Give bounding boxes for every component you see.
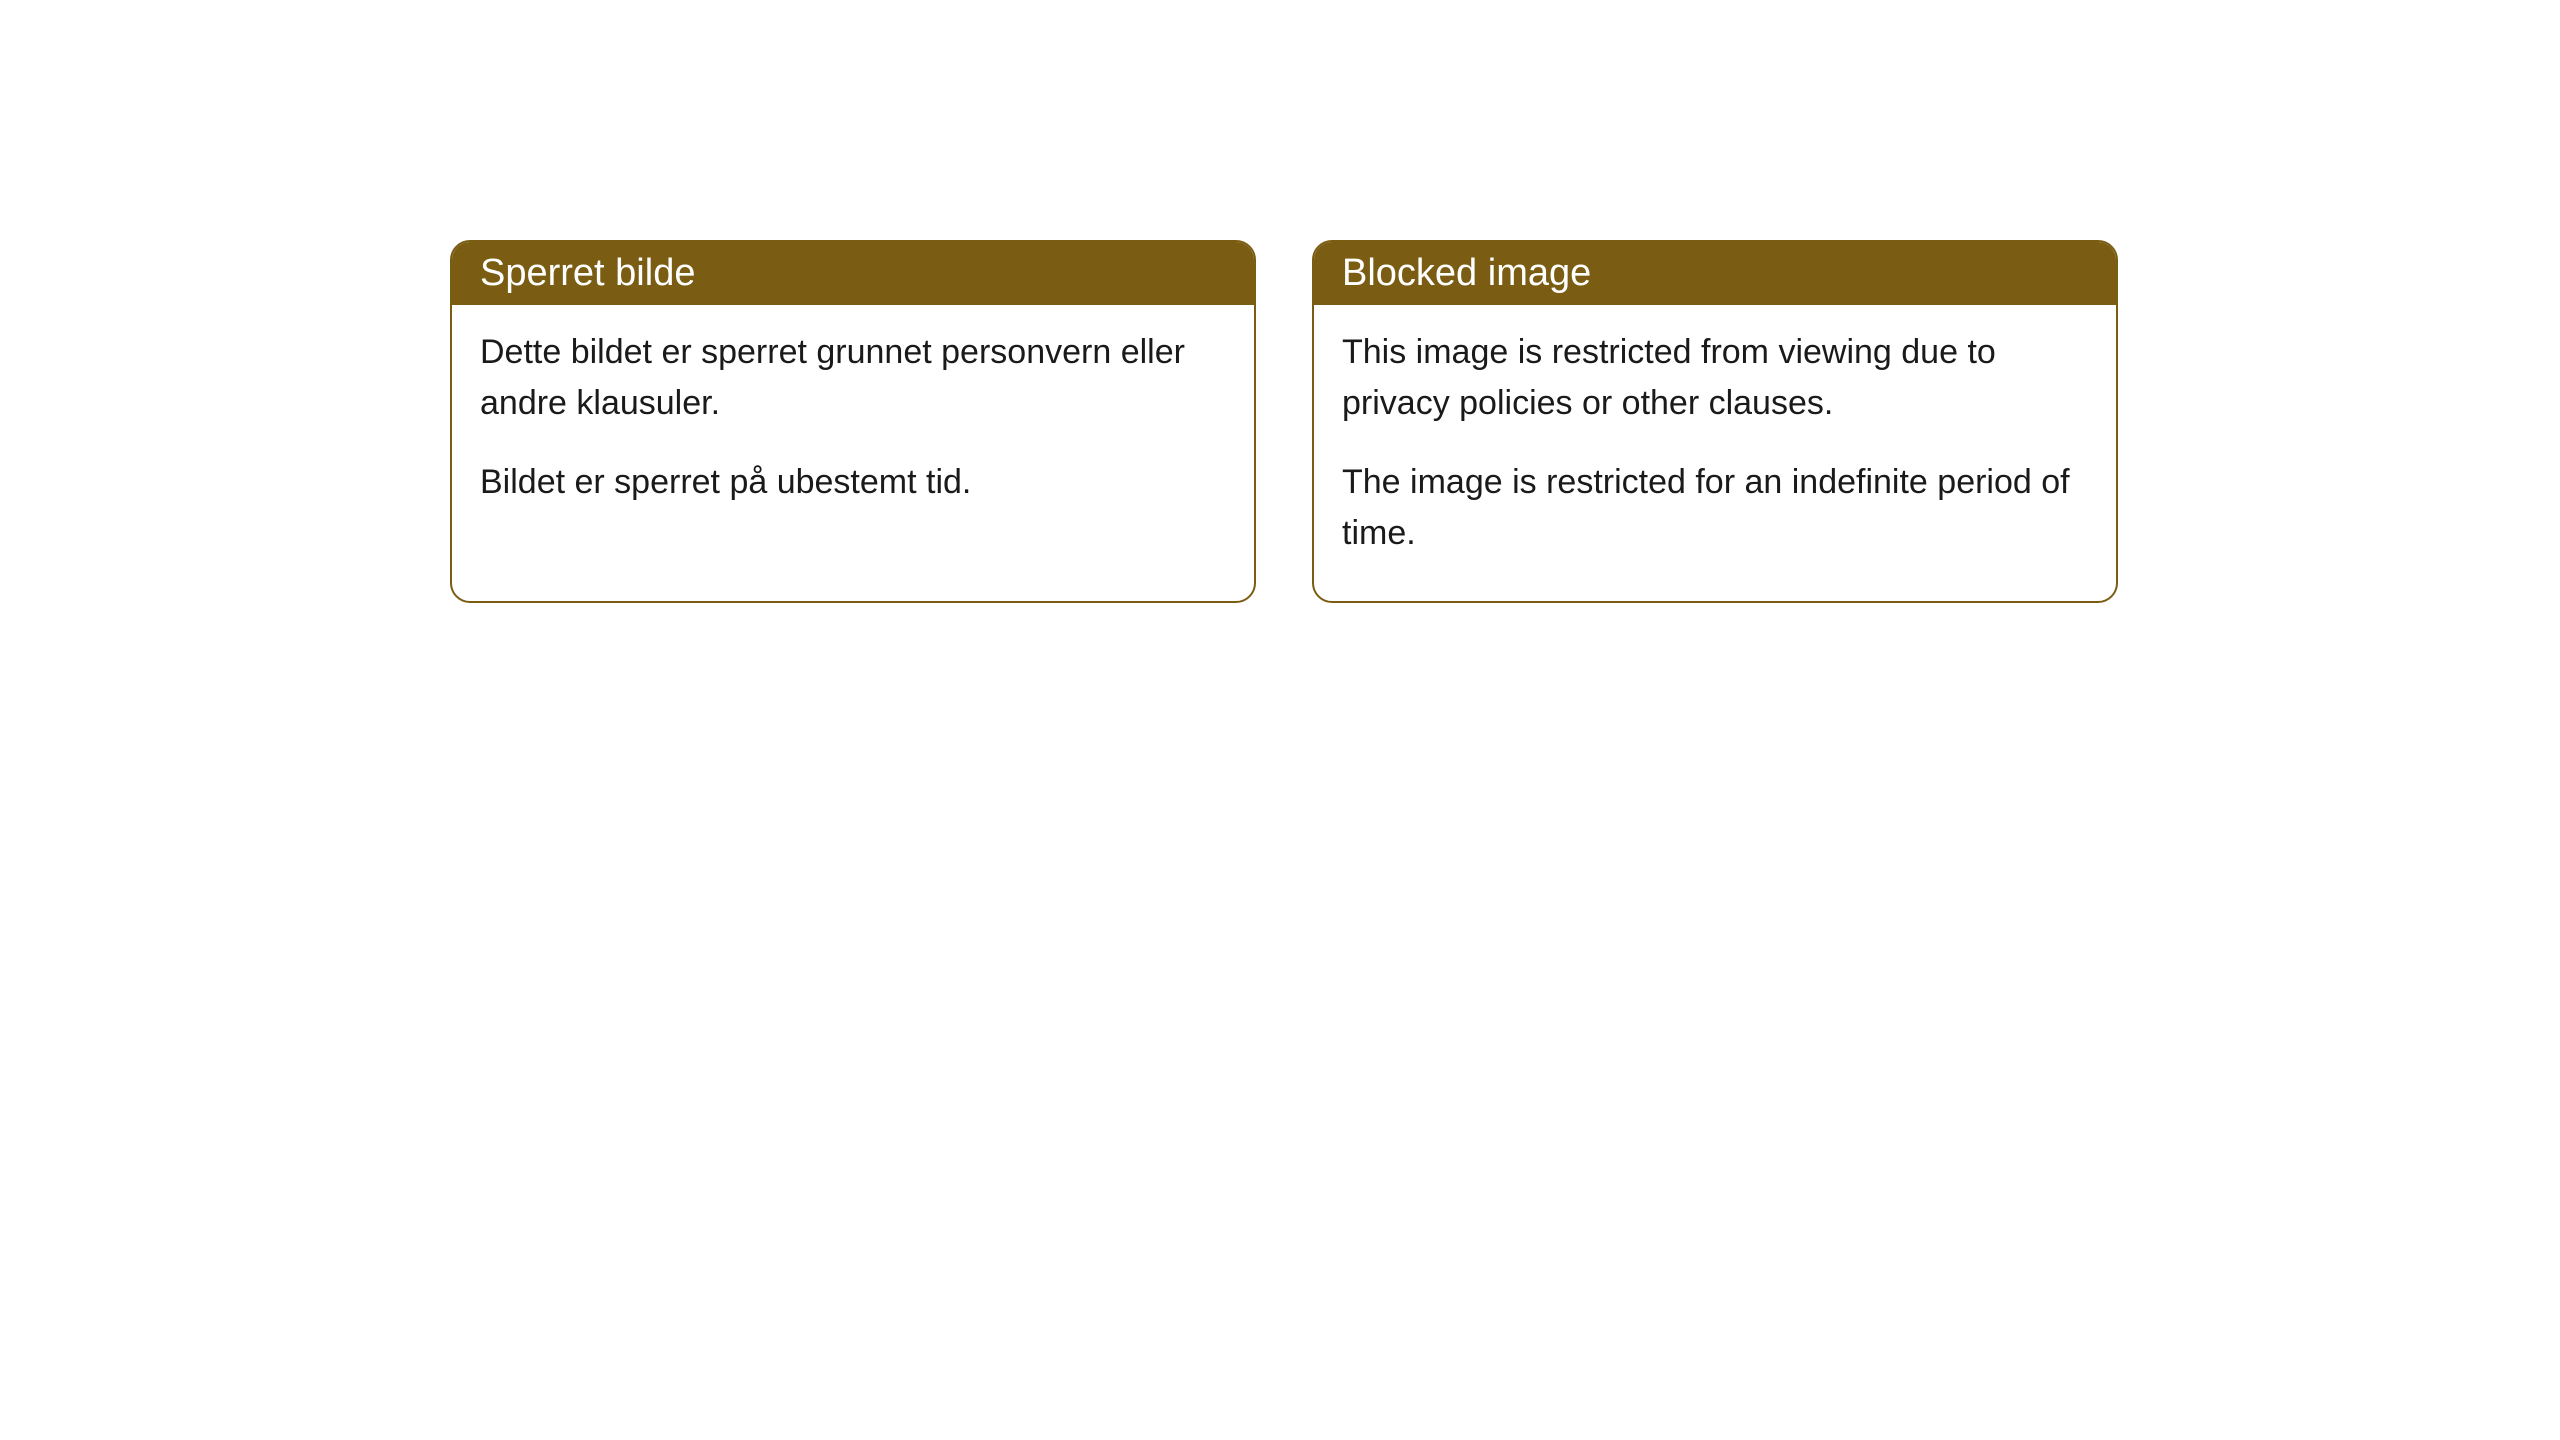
- card-paragraph: Dette bildet er sperret grunnet personve…: [480, 327, 1226, 429]
- card-body-english: This image is restricted from viewing du…: [1314, 305, 2116, 601]
- card-header-english: Blocked image: [1314, 242, 2116, 305]
- card-body-norwegian: Dette bildet er sperret grunnet personve…: [452, 305, 1254, 550]
- card-title: Blocked image: [1342, 252, 1591, 294]
- notice-cards-container: Sperret bilde Dette bildet er sperret gr…: [450, 240, 2118, 603]
- notice-card-norwegian: Sperret bilde Dette bildet er sperret gr…: [450, 240, 1256, 603]
- card-paragraph: The image is restricted for an indefinit…: [1342, 457, 2088, 559]
- notice-card-english: Blocked image This image is restricted f…: [1312, 240, 2118, 603]
- card-header-norwegian: Sperret bilde: [452, 242, 1254, 305]
- card-paragraph: Bildet er sperret på ubestemt tid.: [480, 457, 1226, 508]
- card-title: Sperret bilde: [480, 252, 695, 294]
- card-paragraph: This image is restricted from viewing du…: [1342, 327, 2088, 429]
